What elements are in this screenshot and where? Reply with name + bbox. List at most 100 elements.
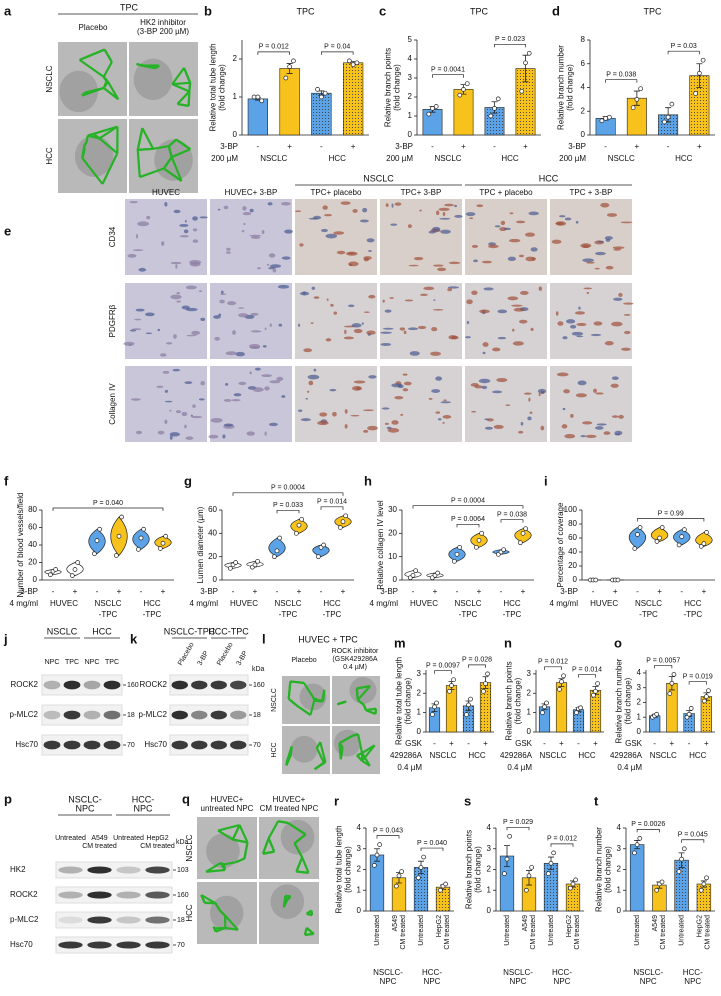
data-point <box>435 570 440 576</box>
y-axis-label: (fold change) <box>404 677 413 724</box>
ihc-stain <box>223 398 232 402</box>
data-point <box>632 850 637 856</box>
data-point <box>418 865 424 870</box>
ihc-stain <box>366 238 375 243</box>
ihc-stain <box>308 380 314 386</box>
ihc-stain <box>487 244 499 249</box>
ihc-stain <box>250 236 261 239</box>
column-label: (3-BP 200 µM) <box>137 27 189 36</box>
x-tick-label: + <box>297 587 302 596</box>
tube <box>243 842 249 859</box>
ihc-stain <box>310 322 314 324</box>
tube <box>224 914 239 931</box>
marker-label: 160 <box>253 682 265 689</box>
data-point <box>701 881 707 887</box>
blot-band <box>191 710 208 720</box>
ihc-image <box>465 199 547 275</box>
panel-letter: o <box>614 635 622 650</box>
blot-band <box>83 680 101 690</box>
panel-letter: g <box>184 473 192 488</box>
group-label: HCC- <box>683 968 703 977</box>
x-tick-label: + <box>635 142 640 151</box>
blot <box>169 674 249 696</box>
data-point <box>704 530 709 535</box>
lane-label: Untreated <box>55 835 86 842</box>
ihc-stain <box>351 386 362 391</box>
tube <box>356 754 363 762</box>
ihc-stain <box>454 204 457 208</box>
blot-band <box>171 740 188 750</box>
y-tick-label: 40 <box>568 547 577 556</box>
ihc-stain <box>311 286 316 290</box>
ihc-stain <box>223 423 234 427</box>
ihc-stain <box>185 285 197 290</box>
tube <box>267 837 276 853</box>
panel-letter: p <box>4 791 12 806</box>
ihc-stain <box>469 217 474 220</box>
ihc-stain <box>527 416 532 421</box>
ihc-stain <box>238 381 247 386</box>
ihc-stain <box>620 221 633 224</box>
y-tick-label: 4 <box>408 54 413 63</box>
ihc-stain <box>135 308 145 312</box>
tube <box>319 741 327 763</box>
data-point <box>635 532 640 537</box>
ihc-stain <box>156 385 164 388</box>
column-label: HUVEC+ 3-BP <box>225 188 278 197</box>
ihc-stain <box>299 243 304 247</box>
ihc-stain <box>465 212 476 217</box>
ihc-stain <box>595 392 604 395</box>
data-point <box>654 887 660 893</box>
y-tick-label: 0 <box>417 727 422 736</box>
data-point <box>434 700 439 706</box>
tube <box>177 102 189 108</box>
data-point <box>630 105 636 111</box>
data-point <box>488 113 494 119</box>
significance-bracket <box>376 835 400 839</box>
ihc-stain <box>586 291 590 295</box>
x-tick-label: HepG2 <box>566 915 573 937</box>
group-label: NPC <box>75 803 95 813</box>
ihc-stain <box>508 238 521 243</box>
lane-label: CM treated <box>140 843 175 850</box>
tube <box>287 822 307 836</box>
data-point <box>274 548 280 554</box>
ihc-stain <box>132 249 144 252</box>
data-point <box>461 87 466 92</box>
ihc-stain <box>146 215 151 220</box>
ihc-stain <box>295 210 302 213</box>
x-tick-label: CM treated <box>705 915 712 950</box>
group-label: NSCLC- <box>373 968 403 977</box>
data-point <box>686 711 692 717</box>
ihc-stain <box>496 377 508 383</box>
tube <box>338 734 353 745</box>
x-tick-label: + <box>161 587 166 596</box>
ihc-stain <box>499 227 507 232</box>
data-point <box>479 530 484 536</box>
ihc-stain <box>555 221 564 225</box>
ihc-stain <box>173 334 177 339</box>
ihc-stain <box>219 299 225 304</box>
significance-bracket <box>494 43 526 48</box>
ihc-image <box>295 366 377 442</box>
data-point <box>468 696 473 702</box>
y-tick-label: 20 <box>568 561 577 570</box>
ihc-stain <box>340 201 351 205</box>
data-point <box>659 879 665 885</box>
data-point <box>654 539 660 544</box>
ihc-stain <box>503 227 511 231</box>
column-label: HUVEC+ <box>211 795 244 804</box>
ihc-stain <box>364 311 370 314</box>
row-label: HCC <box>185 904 194 922</box>
x-tick-label: + <box>287 142 292 151</box>
group-label: HUVEC <box>50 599 78 608</box>
treatment-label: 3-BP <box>200 587 218 596</box>
chart-title: TPC <box>470 6 489 16</box>
p-value: P = 0.0097 <box>426 663 460 670</box>
x-tick-label: CM treated <box>660 915 667 950</box>
ihc-stain <box>213 315 221 319</box>
y-tick-label: 0 <box>487 906 492 915</box>
ihc-stain <box>570 324 577 329</box>
y-tick-label: 60 <box>28 523 37 532</box>
data-point <box>632 546 638 551</box>
